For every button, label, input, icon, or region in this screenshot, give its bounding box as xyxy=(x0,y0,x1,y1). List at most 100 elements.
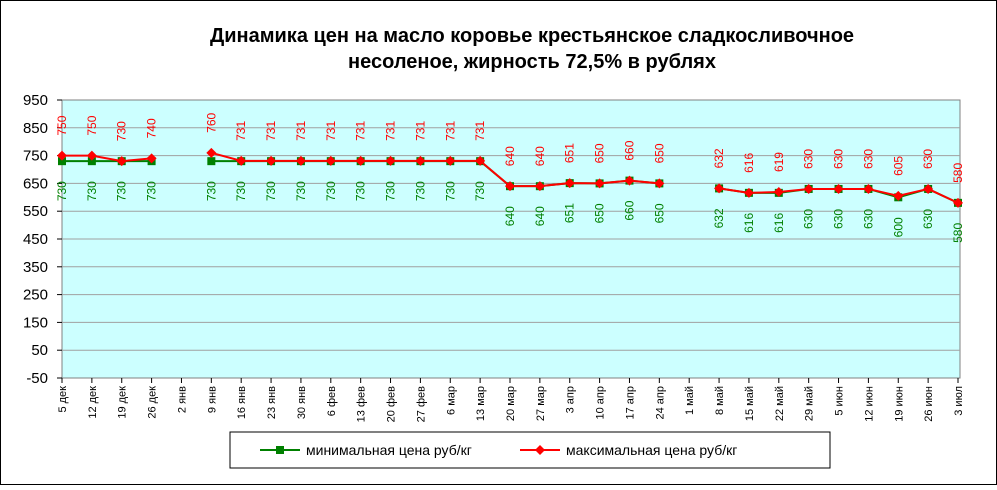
value-label: 616 xyxy=(742,213,756,233)
value-label: 632 xyxy=(712,148,726,168)
point xyxy=(266,155,277,166)
x-tick-label: 17 апр xyxy=(624,386,636,419)
x-tick-label: 19 дек xyxy=(117,386,129,419)
value-label: 731 xyxy=(354,121,368,141)
point xyxy=(953,197,963,208)
value-label: 750 xyxy=(55,115,69,135)
value-label: 730 xyxy=(324,181,338,201)
y-tick-label: 750 xyxy=(23,148,48,165)
point xyxy=(58,157,66,166)
point xyxy=(385,155,396,166)
x-tick-label: 12 дек xyxy=(87,386,99,419)
value-label: 730 xyxy=(115,121,129,141)
x-tick-label: 9 янв xyxy=(206,386,218,413)
x-tick-label: 6 мар xyxy=(445,386,457,415)
point xyxy=(445,155,456,166)
x-tick-label: 5 дек xyxy=(57,386,69,413)
x-tick-label: 12 июн xyxy=(863,386,875,422)
point xyxy=(893,190,904,201)
value-label: 650 xyxy=(652,143,666,163)
value-label: 730 xyxy=(55,181,69,201)
value-label: 740 xyxy=(145,118,159,138)
x-tick-label: 23 янв xyxy=(266,386,278,419)
value-label: 730 xyxy=(473,181,487,201)
value-label: 630 xyxy=(832,209,846,229)
value-label: 630 xyxy=(832,149,846,169)
value-label: 750 xyxy=(85,115,99,135)
value-label: 630 xyxy=(861,209,875,229)
value-label: 730 xyxy=(85,181,99,201)
point xyxy=(87,157,96,166)
legend-marker xyxy=(276,446,284,454)
point xyxy=(594,178,605,189)
y-tick-label: 550 xyxy=(23,203,48,220)
value-label: 630 xyxy=(802,209,816,229)
x-tick-label: 30 янв xyxy=(296,386,308,419)
y-tick-label: 950 xyxy=(23,92,48,109)
point xyxy=(86,150,97,161)
value-label: 630 xyxy=(921,149,935,169)
x-tick-label: 22 май xyxy=(774,386,786,421)
value-label: 730 xyxy=(354,181,368,201)
point xyxy=(803,183,814,194)
legend-marker xyxy=(535,445,545,455)
y-tick-label: 250 xyxy=(23,287,48,304)
x-tick-label: 6 фев xyxy=(326,386,338,416)
value-label: 731 xyxy=(234,121,248,141)
point xyxy=(833,183,844,194)
point xyxy=(475,155,486,166)
value-label: 640 xyxy=(503,146,517,166)
value-label: 632 xyxy=(712,208,726,228)
x-tick-label: 5 июн xyxy=(834,386,846,416)
value-label: 640 xyxy=(533,206,547,226)
chart-title: Динамика цен на масло коровье крестьянск… xyxy=(210,25,854,47)
point xyxy=(325,155,336,166)
value-label: 650 xyxy=(593,143,607,163)
value-label: 730 xyxy=(234,181,248,201)
x-tick-label: 15 май xyxy=(744,386,756,421)
point xyxy=(714,183,725,194)
value-label: 651 xyxy=(563,203,577,223)
point xyxy=(923,183,934,194)
value-label: 616 xyxy=(742,153,756,173)
point xyxy=(534,181,545,192)
y-tick-label: 850 xyxy=(23,120,48,137)
y-tick-label: 650 xyxy=(23,175,48,192)
value-label: 760 xyxy=(204,112,218,132)
y-tick-label: 150 xyxy=(23,314,48,331)
point xyxy=(743,187,754,198)
x-tick-label: 29 май xyxy=(804,386,816,421)
x-tick-label: 26 июн xyxy=(923,386,935,422)
x-tick-label: 26 дек xyxy=(147,386,159,419)
value-label: 731 xyxy=(443,121,457,141)
y-tick-label: 350 xyxy=(23,259,48,276)
point xyxy=(773,187,784,198)
x-tick-label: 10 апр xyxy=(595,386,607,419)
x-tick-label: 13 фев xyxy=(356,386,368,422)
y-tick-label: -50 xyxy=(26,370,48,387)
point xyxy=(207,157,216,166)
point xyxy=(355,155,366,166)
value-label: 730 xyxy=(384,181,398,201)
point xyxy=(415,155,426,166)
value-label: 731 xyxy=(324,121,338,141)
value-label: 660 xyxy=(622,140,636,160)
legend-label: минимальная цена руб/кг xyxy=(306,442,472,458)
point xyxy=(146,153,157,164)
y-tick-label: 450 xyxy=(23,231,48,248)
value-label: 660 xyxy=(622,200,636,220)
value-label: 630 xyxy=(861,149,875,169)
point xyxy=(206,147,217,158)
x-tick-label: 20 фев xyxy=(386,386,398,422)
x-tick-label: 2 янв xyxy=(176,386,188,413)
value-label: 731 xyxy=(413,121,427,141)
legend-label: максимальная цена руб/кг xyxy=(566,442,737,458)
value-label: 731 xyxy=(473,121,487,141)
value-label: 619 xyxy=(772,152,786,172)
value-label: 580 xyxy=(951,163,965,183)
value-label: 580 xyxy=(951,223,965,243)
value-label: 605 xyxy=(891,156,905,176)
point xyxy=(236,155,247,166)
value-label: 600 xyxy=(891,217,905,237)
